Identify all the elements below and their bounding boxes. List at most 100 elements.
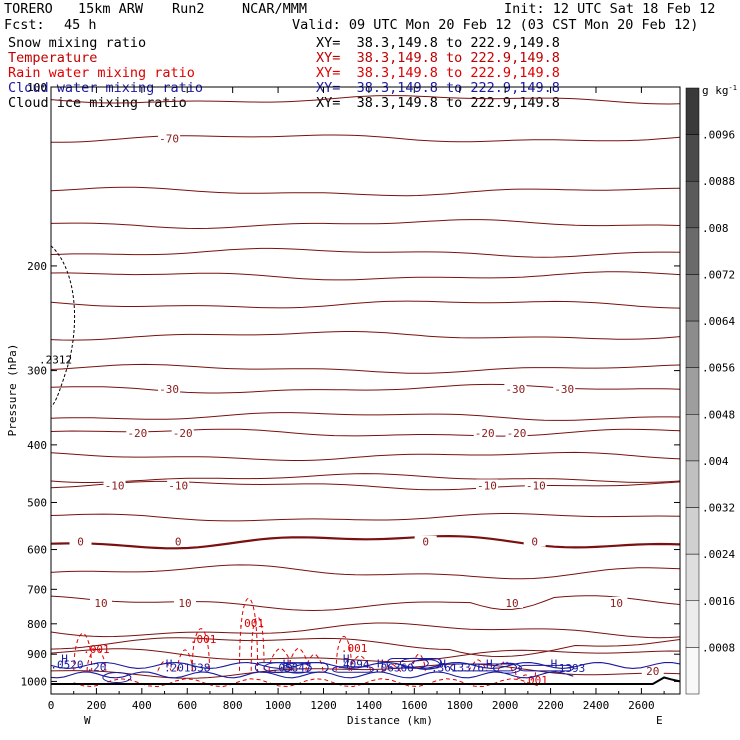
colorbar-label: .0008 bbox=[702, 641, 735, 654]
isotherm-label-bg bbox=[126, 426, 149, 438]
cloud-water-high-marker: H bbox=[551, 658, 558, 671]
isotherm-label-bg bbox=[500, 596, 523, 608]
y-tick-label: 1000 bbox=[21, 675, 48, 688]
run-label: Run2 bbox=[172, 1, 205, 17]
temperature-isotherm bbox=[50, 663, 681, 679]
rain-water-contour bbox=[381, 663, 403, 673]
temperature-isotherm bbox=[50, 534, 681, 550]
terrain-line-path bbox=[51, 676, 681, 685]
field-name-rain: Rain water mixing ratio bbox=[8, 65, 195, 81]
cloud-water-high-marker: H bbox=[283, 658, 290, 671]
cloud-water-cell bbox=[411, 658, 441, 670]
rain-water-contour bbox=[157, 660, 172, 672]
temperature-isotherm bbox=[50, 412, 681, 421]
x-tick-label: 2200 bbox=[537, 699, 564, 712]
rain-water-label: .001 bbox=[341, 642, 368, 655]
rain-water-contour bbox=[335, 635, 353, 671]
cloud-water-high-marker: H bbox=[166, 658, 173, 671]
y-axis-label: Pressure (hPa) bbox=[6, 344, 19, 437]
cloud-water-cell bbox=[518, 664, 574, 672]
cloud-water-value: .3613376 bbox=[431, 661, 484, 674]
field-xy-cloud-ice: XY= 38.3,149.8 to 222.9,149.8 bbox=[316, 95, 560, 111]
temperature-isotherm bbox=[50, 95, 681, 105]
isotherm-label: -20 bbox=[475, 427, 495, 440]
isotherm-label-bg bbox=[414, 535, 437, 547]
cloud-water-value: .05847 bbox=[272, 661, 312, 674]
isotherm-label: -20 bbox=[173, 427, 193, 440]
cloud-water-cell bbox=[254, 662, 329, 673]
x-tick-label: 2000 bbox=[492, 699, 519, 712]
cloud-water-cell bbox=[492, 662, 522, 674]
y-tick-label: 800 bbox=[27, 618, 47, 631]
temperature-isotherm bbox=[50, 648, 681, 663]
isotherm-label-bg bbox=[524, 479, 547, 491]
rain-water-contour bbox=[239, 597, 259, 671]
rain-water-contour bbox=[515, 670, 537, 679]
rain-water-contour bbox=[86, 647, 107, 671]
colorbar-segment bbox=[685, 647, 700, 695]
rain-water-contour bbox=[177, 649, 193, 671]
isotherm-label-bg bbox=[171, 426, 194, 438]
isotherm-label-bg bbox=[173, 596, 196, 608]
colorbar-label: .0016 bbox=[702, 595, 735, 608]
colorbar: .0096 .0088 .008 .0072 .0064 .0056 .0048 .004 .0… bbox=[685, 84, 737, 695]
x-tick-label: 1800 bbox=[446, 699, 473, 712]
rain-water-label: .001 bbox=[190, 633, 217, 646]
isotherm-label: -30 bbox=[159, 383, 179, 396]
cloud-water-high-marker: H bbox=[343, 653, 350, 666]
colorbar-segment bbox=[685, 320, 700, 368]
terrain-line bbox=[51, 676, 681, 685]
rain-water-contour bbox=[497, 660, 514, 672]
isotherm-label-bg bbox=[505, 426, 528, 438]
isotherm-label-bg bbox=[641, 664, 664, 676]
x-axis-label: Distance (km) bbox=[347, 714, 433, 727]
colorbar-segment bbox=[685, 274, 700, 322]
rain-water-contour bbox=[268, 647, 293, 671]
colorbar-label: .0096 bbox=[702, 129, 735, 142]
isotherm-label-bg bbox=[504, 382, 527, 394]
isotherm-label: 0 bbox=[175, 536, 182, 549]
y-tick-label: 700 bbox=[27, 583, 47, 596]
isotherm-label: -10 bbox=[526, 479, 546, 492]
cloud-ice-contour: .2312 bbox=[39, 245, 76, 408]
rain-water-contour bbox=[250, 616, 265, 671]
cloud-water-cell bbox=[282, 662, 312, 674]
cloud-water-value: .201538 bbox=[164, 661, 210, 674]
isotherm-label: -10 bbox=[105, 479, 125, 492]
init-time: Init: 12 UTC Sat 18 Feb 12 bbox=[504, 1, 716, 17]
x-axis: 0 200 400 600 800 1000 1200 1400 1600 1800 2000 220… bbox=[48, 87, 665, 712]
temperature-isotherm bbox=[50, 513, 681, 522]
colorbar-unit-exponent: -1 bbox=[729, 84, 737, 92]
field-xy-snow: XY= 38.3,149.8 to 222.9,149.8 bbox=[316, 35, 560, 51]
cloud-ice-contour-line bbox=[50, 245, 76, 408]
cloud-water-high-marker: H bbox=[61, 653, 68, 666]
endpoint-west: W bbox=[84, 714, 91, 727]
temperature-contours: -70 -30 -30 -30 -20 -20 -20 -20 -10 -10 -10 -10 0 0 0 0… bbox=[50, 95, 681, 679]
x-tick-label: 2600 bbox=[628, 699, 655, 712]
forecast-label: Fcst: bbox=[4, 17, 45, 33]
isotherm-label-bg bbox=[103, 479, 126, 491]
endpoint-east: E bbox=[656, 714, 663, 727]
x-tick-label: 1600 bbox=[401, 699, 428, 712]
colorbar-segment bbox=[685, 134, 700, 182]
isotherm-label-bg bbox=[167, 535, 190, 547]
cloud-water-contour bbox=[50, 671, 574, 679]
colorbar-segment bbox=[685, 414, 700, 462]
field-xy-rain: XY= 38.3,149.8 to 222.9,149.8 bbox=[316, 65, 560, 81]
isotherm-label: -20 bbox=[127, 427, 147, 440]
temperature-isotherm bbox=[50, 363, 681, 374]
cloud-water-high-marker: H bbox=[439, 658, 446, 671]
temperature-isotherm bbox=[50, 247, 681, 258]
cloud-water-cell bbox=[263, 662, 293, 674]
isotherm-label: 20 bbox=[646, 665, 659, 678]
colorbar-segment bbox=[685, 87, 700, 135]
colorbar-label: .0056 bbox=[702, 362, 735, 375]
x-tick-label: 200 bbox=[86, 699, 106, 712]
colorbar-label: .0064 bbox=[702, 315, 735, 328]
isotherm-label-bg bbox=[89, 596, 112, 608]
forecast-value: 45 h bbox=[64, 17, 97, 33]
isotherm-label-bg bbox=[523, 535, 546, 547]
temperature-isotherm bbox=[50, 595, 681, 612]
cloud-water-high-marker: H bbox=[377, 658, 384, 671]
